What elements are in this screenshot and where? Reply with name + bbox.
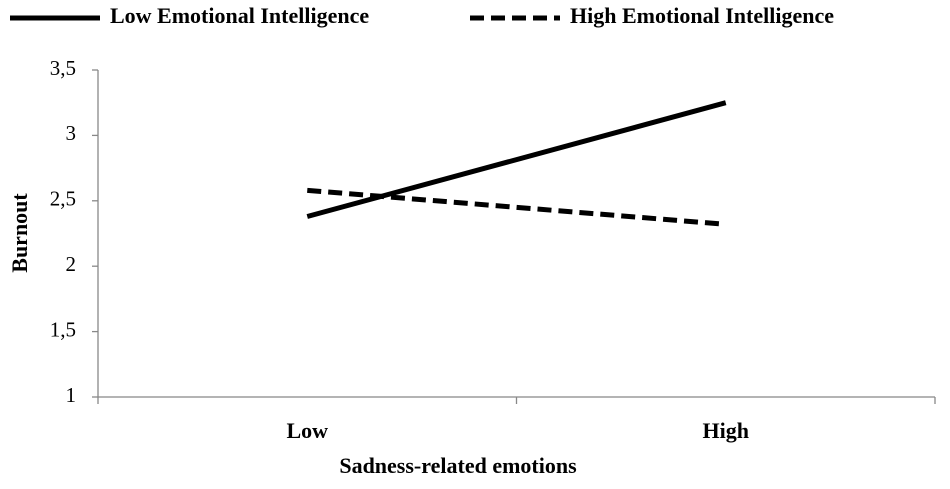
y-tick-label: 1,5: [50, 317, 76, 341]
y-tick-label: 3,5: [50, 56, 76, 80]
x-tick-label: High: [703, 418, 749, 443]
x-axis-title: Sadness-related emotions: [339, 453, 577, 478]
y-tick-label: 1: [66, 383, 77, 407]
x-tick-label: Low: [286, 418, 328, 443]
y-tick-label: 2: [66, 252, 77, 276]
y-axis-title: Burnout: [7, 193, 32, 273]
series-line: [306, 100, 727, 219]
y-tick-label: 3: [66, 121, 77, 145]
y-tick-label: 2,5: [50, 187, 76, 211]
legend-label: Low Emotional Intelligence: [110, 3, 369, 28]
series-line: [307, 187, 726, 227]
legend-label: High Emotional Intelligence: [570, 3, 834, 28]
